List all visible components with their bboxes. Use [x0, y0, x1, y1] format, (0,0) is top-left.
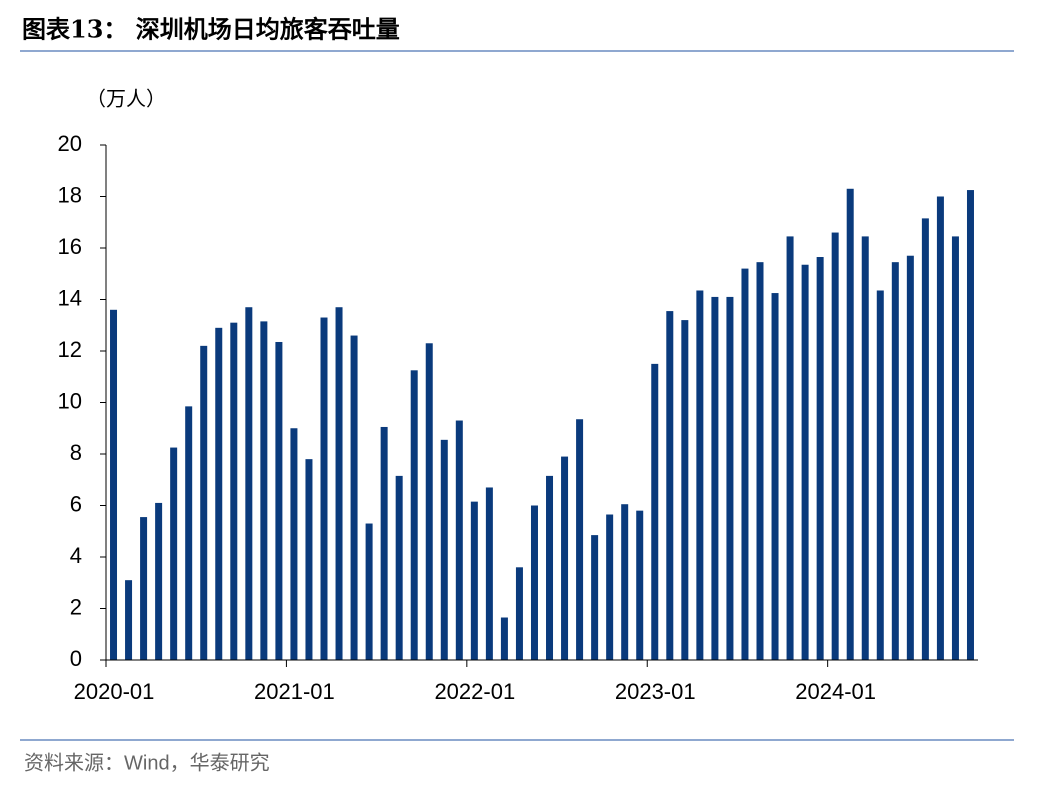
bar	[140, 517, 148, 660]
bar	[260, 321, 268, 660]
bar	[711, 296, 719, 660]
bar	[936, 196, 944, 660]
bar	[666, 311, 674, 660]
bar	[500, 617, 508, 660]
bar	[591, 535, 599, 660]
y-tick-label: 4	[70, 543, 82, 568]
bar	[155, 502, 163, 660]
bar	[801, 264, 809, 660]
bar	[380, 426, 388, 660]
bar	[440, 439, 448, 660]
x-tick-label: 2021-01	[254, 679, 335, 704]
bar	[275, 341, 283, 660]
x-tick-label: 2020-01	[74, 679, 155, 704]
bar	[606, 514, 614, 660]
bar	[395, 475, 403, 660]
bar	[966, 190, 974, 660]
bar	[185, 406, 193, 660]
y-tick-label: 18	[58, 182, 82, 207]
bar	[786, 236, 794, 660]
bar	[636, 510, 644, 660]
bar	[470, 501, 478, 660]
bar	[485, 487, 493, 660]
bar	[921, 218, 929, 660]
chart-title: 图表13： 深圳机场日均旅客吞吐量	[22, 15, 400, 44]
bar	[696, 290, 704, 660]
bar	[200, 345, 208, 660]
bar	[576, 419, 584, 660]
source: 资料来源：Wind，华泰研究	[24, 751, 270, 774]
y-tick-label: 20	[58, 131, 82, 156]
bar	[651, 363, 659, 660]
y-tick-label: 10	[58, 388, 82, 413]
x-tick-label: 2022-01	[434, 679, 515, 704]
bar	[425, 343, 433, 660]
y-tick-label: 8	[70, 440, 82, 465]
bar	[831, 232, 839, 661]
y-tick-label: 12	[58, 337, 82, 362]
bar	[756, 262, 764, 660]
bar	[410, 370, 418, 660]
bar	[365, 523, 373, 660]
bar	[125, 580, 133, 660]
bar	[455, 420, 463, 660]
bar	[245, 307, 253, 660]
y-tick-label: 6	[70, 491, 82, 516]
bar	[335, 307, 343, 660]
bar	[290, 428, 298, 660]
bar	[170, 447, 178, 660]
y-tick-label: 14	[58, 285, 82, 310]
bar	[726, 296, 734, 660]
y-axis-label: （万人）	[86, 87, 166, 110]
bar	[876, 290, 884, 660]
bar	[906, 255, 914, 660]
bar	[816, 257, 824, 660]
bar	[846, 188, 854, 660]
y-tick-label: 16	[58, 234, 82, 259]
bar	[771, 293, 779, 660]
x-tick-label: 2024-01	[795, 679, 876, 704]
bar	[215, 327, 223, 660]
bar	[741, 268, 749, 660]
bar	[110, 309, 118, 660]
bar	[230, 322, 238, 660]
bar	[515, 567, 523, 660]
bar	[561, 456, 569, 660]
y-tick-label: 0	[70, 646, 82, 671]
bar	[891, 262, 899, 660]
bar	[951, 236, 959, 660]
bar	[530, 505, 538, 660]
bar	[350, 335, 358, 660]
bar	[305, 459, 313, 660]
y-tick-label: 2	[70, 594, 82, 619]
bar	[681, 320, 689, 660]
bar	[861, 236, 869, 660]
bar	[621, 504, 629, 660]
x-tick-label: 2023-01	[615, 679, 696, 704]
bar	[546, 475, 554, 660]
bar	[320, 317, 328, 660]
